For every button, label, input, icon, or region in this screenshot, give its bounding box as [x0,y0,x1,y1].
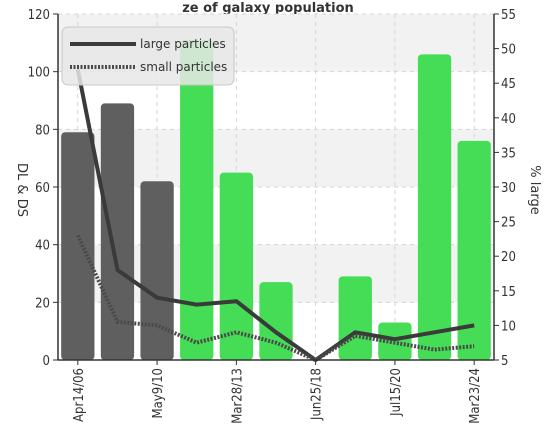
y2-tick-label: 35 [501,146,516,161]
y2-tick-label: 50 [501,43,516,58]
legend-box [61,26,235,86]
y-tick-label: 60 [35,181,50,196]
bar [338,276,372,360]
chart-title: ze of galaxy population [182,1,354,16]
y-tick-label: 20 [35,296,50,311]
x-tick-label: Mar23/24 [468,368,483,424]
x-tick-label: Jul15/20 [389,368,404,417]
bar [457,140,491,360]
y-tick-label: 40 [35,239,50,254]
y-tick-label: 80 [35,123,50,138]
plot-area: 0 20 40 60 80 100 120 5 10 15 20 25 30 35 40 45 50 55 Apr1… [28,8,516,424]
y-tick-label: 0 [43,354,50,369]
y2-tick-label: 40 [501,112,516,127]
bar [417,54,452,360]
series-line-small-particles [75,234,475,362]
y2-tick-label: 15 [501,285,516,300]
y2-tick-label: 5 [501,354,508,369]
legend: large particles small particles [61,26,235,86]
x-tick-label: Apr14/06 [72,368,87,422]
x-tick-label: Mar28/13 [230,368,245,424]
legend-label-large-particles: large particles [140,37,226,51]
series-line-large-particles [75,69,475,362]
bar [140,181,174,360]
x-tick-label: Jun25/18 [310,368,325,421]
y2-tick-label: 55 [501,8,516,23]
y2-axis-label: % large [527,165,542,214]
legend-label-small-particles: small particles [140,60,227,74]
bar [219,172,254,360]
bar [180,39,214,360]
y2-tick-label: 30 [501,181,516,196]
y2-tick-label: 45 [501,77,516,92]
y-tick-label: 100 [28,66,50,81]
bar [61,132,95,360]
x-tick-label: May9/10 [151,368,166,418]
y-tick-label: 120 [28,8,50,23]
y-axis-label: DL & DS [14,163,29,217]
y2-tick-label: 10 [501,319,516,334]
y2-tick-label: 20 [501,250,516,265]
bar [100,103,135,360]
y2-tick-label: 25 [501,216,516,231]
